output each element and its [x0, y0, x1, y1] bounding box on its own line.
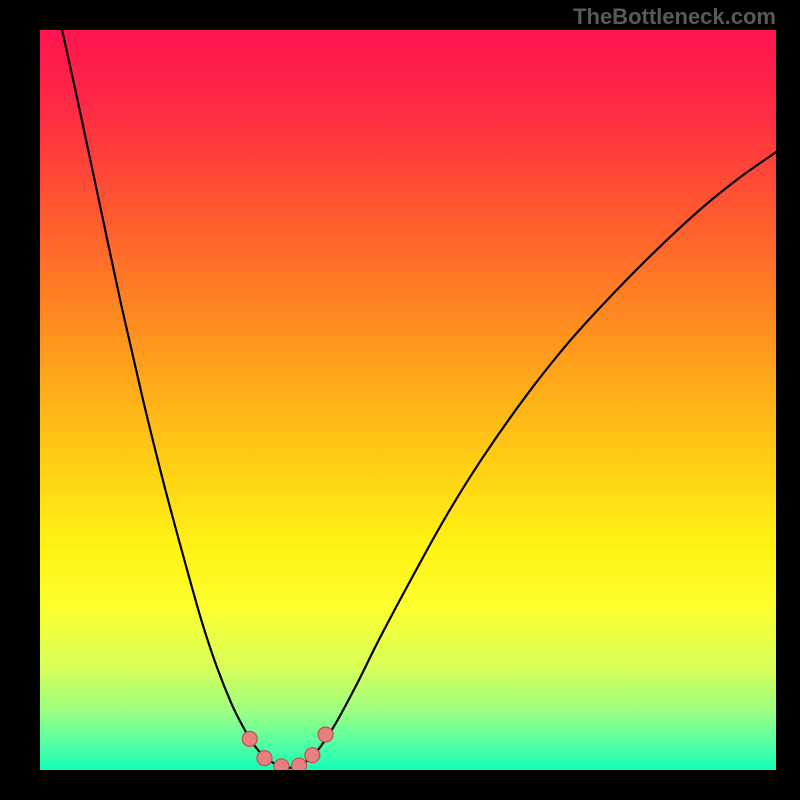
curve-marker: [257, 751, 272, 766]
curve-marker: [305, 748, 320, 763]
plot-svg: [40, 30, 776, 770]
watermark-text: TheBottleneck.com: [573, 4, 776, 30]
curve-marker: [318, 727, 333, 742]
curve-marker: [292, 758, 307, 770]
plot-area: [40, 30, 776, 770]
curve-marker: [242, 731, 257, 746]
chart-container: TheBottleneck.com: [0, 0, 800, 800]
plot-background: [40, 30, 776, 770]
curve-marker: [274, 759, 289, 770]
